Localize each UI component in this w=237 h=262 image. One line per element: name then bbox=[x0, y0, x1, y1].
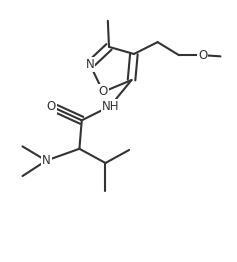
Text: NH: NH bbox=[101, 100, 119, 113]
Text: O: O bbox=[198, 49, 207, 62]
Text: O: O bbox=[98, 85, 108, 99]
Text: N: N bbox=[42, 154, 50, 167]
Text: N: N bbox=[86, 58, 94, 71]
Text: O: O bbox=[47, 100, 56, 113]
